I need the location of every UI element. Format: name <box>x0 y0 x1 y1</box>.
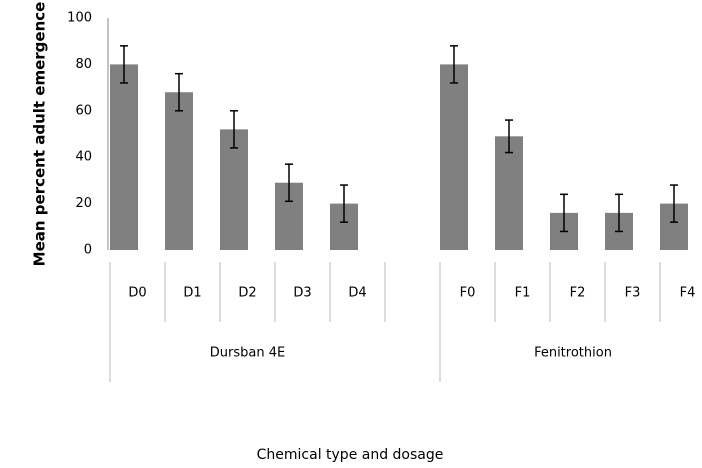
x-tick-label: F3 <box>625 286 641 301</box>
x-tick-label: D3 <box>293 286 311 301</box>
bar <box>220 129 248 250</box>
x-tick-label: D0 <box>128 286 146 301</box>
y-tick-label: 60 <box>75 103 92 118</box>
group-label: Dursban 4E <box>210 346 285 361</box>
x-tick-label: D4 <box>348 286 366 301</box>
x-tick-label: F2 <box>570 286 586 301</box>
y-tick-label: 80 <box>75 57 92 72</box>
y-tick-label: 20 <box>75 196 92 211</box>
y-tick-label: 0 <box>84 243 92 258</box>
bar <box>440 64 468 251</box>
bar <box>110 64 138 251</box>
group-label: Fenitrothion <box>534 346 612 361</box>
y-tick-label: 100 <box>67 11 92 26</box>
bar <box>165 92 193 251</box>
x-tick-label: F1 <box>515 286 531 301</box>
bar <box>495 136 523 250</box>
x-tick-label: F4 <box>680 286 696 301</box>
y-axis-title: Mean percent adult emergence <box>31 2 49 267</box>
x-tick-label: D1 <box>183 286 201 301</box>
x-axis-title: Chemical type and dosage <box>257 447 444 463</box>
x-tick-label: F0 <box>460 286 476 301</box>
y-tick-label: 40 <box>75 150 92 165</box>
x-tick-label: D2 <box>238 286 256 301</box>
